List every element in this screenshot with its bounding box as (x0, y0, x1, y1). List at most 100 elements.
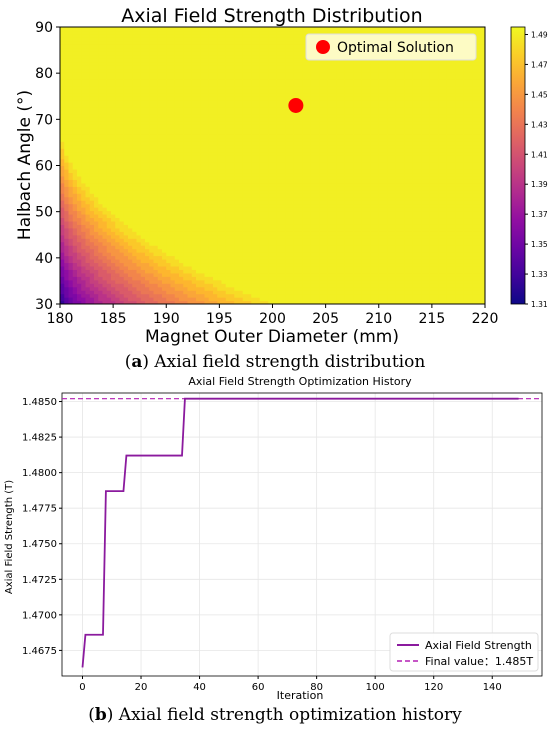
contour-cell (123, 158, 129, 163)
contour-cell (106, 168, 112, 174)
contour-cell (60, 189, 65, 194)
contour-cell (60, 158, 65, 163)
contour-cell (230, 186, 235, 191)
contour-cell (225, 210, 231, 215)
contour-cell (98, 297, 104, 302)
contour-cell (264, 297, 269, 302)
contour-cell (208, 141, 214, 146)
contour-cell (315, 75, 320, 80)
contour-cell (140, 283, 146, 288)
contour-cell (247, 193, 252, 198)
contour-cell (166, 248, 172, 253)
contour-cell (285, 265, 291, 270)
contour-cell (77, 297, 82, 302)
contour-cell (293, 75, 299, 80)
contour-cell (242, 300, 248, 304)
contour-cell (191, 141, 197, 146)
contour-cell (179, 96, 184, 101)
contour-cell (225, 155, 231, 160)
contour-cell (166, 141, 172, 146)
contour-cell (298, 241, 303, 246)
contour-cell (64, 33, 70, 38)
contour-cell (72, 54, 78, 59)
contour-cell (255, 213, 261, 219)
contour-cell (123, 61, 129, 66)
contour-cell (272, 89, 278, 94)
contour-cell (98, 231, 104, 236)
contour-cell (174, 231, 180, 236)
contour-cell (179, 158, 184, 163)
contour-cell (200, 189, 206, 194)
contour-cell (98, 203, 104, 208)
contour-cell (111, 258, 116, 264)
contour-cell (306, 241, 312, 246)
contour-cell (145, 155, 150, 160)
contour-cell (234, 182, 240, 187)
contour-cell (60, 224, 65, 229)
contour-cell (281, 47, 286, 52)
contour-cell (272, 179, 278, 184)
contour-cell (187, 165, 193, 170)
contour-cell (293, 245, 299, 250)
contour-cell (123, 196, 129, 201)
contour-cell (225, 103, 231, 108)
contour-cell (77, 33, 82, 38)
contour-cell (157, 213, 163, 219)
contour-cell (196, 179, 201, 184)
contour-cell (200, 300, 206, 304)
contour-cell (128, 141, 133, 146)
contour-cell (102, 300, 108, 304)
contour-cell (68, 238, 74, 243)
contour-cell (119, 113, 125, 118)
contour-cell (289, 127, 295, 132)
contour-cell (230, 168, 235, 174)
contour-cell (217, 99, 223, 104)
contour-cell (166, 293, 172, 298)
contour-cell (77, 117, 82, 122)
contour-cell (111, 30, 116, 35)
contour-cell (81, 220, 87, 225)
contour-cell (204, 255, 210, 260)
contour-cell (238, 175, 244, 180)
contour-cell (298, 65, 303, 70)
contour-cell (149, 196, 155, 201)
contour-cell (102, 172, 108, 177)
contour-cell (119, 78, 125, 83)
contour-cell (85, 82, 91, 87)
contour-cell (72, 262, 78, 267)
contour-cell (217, 40, 223, 45)
contour-cell (85, 120, 91, 125)
contour-cell (238, 179, 244, 184)
contour-cell (102, 151, 108, 156)
contour-cell (293, 148, 299, 153)
contour-cell (289, 203, 295, 208)
contour-cell (72, 248, 78, 253)
contour-cell (170, 279, 176, 284)
contour-cell (94, 44, 99, 49)
contour-cell (132, 297, 138, 302)
contour-cell (200, 123, 206, 129)
contour-cell (140, 172, 146, 177)
contour-cell (174, 51, 180, 56)
contour-cell (259, 265, 265, 270)
contour-cell (238, 272, 244, 277)
contour-cell (111, 148, 116, 153)
contour-cell (230, 262, 235, 267)
contour-cell (302, 175, 308, 180)
contour-cell (183, 158, 189, 163)
contour-cell (268, 61, 274, 66)
contour-cell (221, 58, 227, 63)
contour-cell (98, 110, 104, 115)
contour-cell (94, 123, 99, 129)
contour-cell (315, 293, 320, 298)
contour-cell (187, 123, 193, 129)
contour-cell (196, 265, 201, 270)
contour-cell (238, 196, 244, 201)
contour-cell (94, 220, 99, 225)
contour-cell (191, 224, 197, 229)
contour-cell (281, 252, 286, 257)
contour-cell (60, 234, 65, 239)
contour-cell (98, 106, 104, 111)
contour-cell (140, 265, 146, 270)
contour-cell (251, 207, 257, 212)
